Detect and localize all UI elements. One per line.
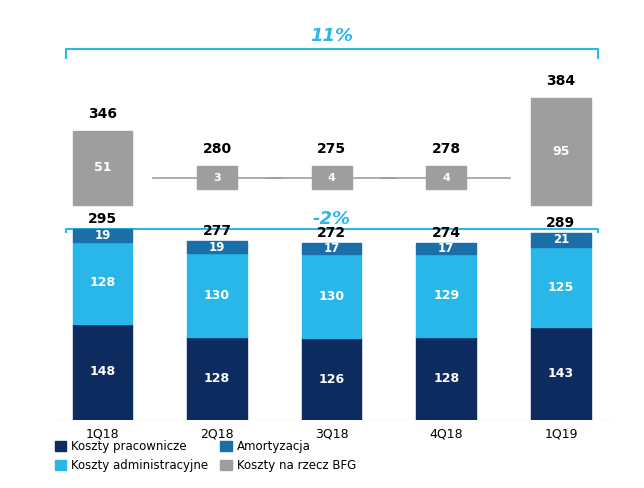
Text: 17: 17 xyxy=(323,243,340,255)
Bar xyxy=(187,337,247,420)
Bar xyxy=(426,166,466,189)
Bar xyxy=(73,242,132,324)
Text: 95: 95 xyxy=(553,145,569,158)
Text: 2Q18: 2Q18 xyxy=(200,427,234,441)
Bar xyxy=(531,247,591,327)
Bar xyxy=(302,254,361,338)
Text: 278: 278 xyxy=(431,142,461,156)
Text: 130: 130 xyxy=(204,288,230,302)
Text: 21: 21 xyxy=(553,233,569,246)
Text: 4: 4 xyxy=(328,173,336,183)
Bar xyxy=(531,327,591,420)
Text: 280: 280 xyxy=(202,142,232,156)
Text: 275: 275 xyxy=(317,142,346,156)
Bar xyxy=(302,338,361,420)
Bar xyxy=(417,337,476,420)
Text: 274: 274 xyxy=(431,225,461,240)
Text: 128: 128 xyxy=(433,372,459,385)
Bar xyxy=(531,233,591,247)
Text: 128: 128 xyxy=(90,276,115,289)
Text: -2%: -2% xyxy=(312,210,351,228)
Text: 4Q18: 4Q18 xyxy=(430,427,463,441)
Text: 384: 384 xyxy=(546,74,576,88)
Text: 128: 128 xyxy=(204,372,230,385)
Text: 125: 125 xyxy=(548,281,574,294)
Text: 17: 17 xyxy=(438,242,455,255)
Bar xyxy=(302,244,361,254)
Text: 3: 3 xyxy=(213,173,221,183)
Legend: Koszty pracownicze, Koszty administracyjne, Amortyzacja, Koszty na rzecz BFG: Koszty pracownicze, Koszty administracyj… xyxy=(50,435,361,477)
Bar xyxy=(197,166,237,189)
Bar xyxy=(187,241,247,253)
Text: 295: 295 xyxy=(88,212,117,226)
Bar xyxy=(73,324,132,420)
Text: 148: 148 xyxy=(90,366,115,378)
Bar xyxy=(531,98,591,205)
Text: 130: 130 xyxy=(319,290,345,303)
Bar xyxy=(73,131,132,205)
Text: 19: 19 xyxy=(94,229,111,242)
Text: 19: 19 xyxy=(209,241,225,254)
Text: 11%: 11% xyxy=(310,27,353,45)
Bar xyxy=(187,253,247,337)
Bar xyxy=(312,166,352,189)
Text: 126: 126 xyxy=(319,372,345,386)
Bar xyxy=(73,229,132,242)
Text: 346: 346 xyxy=(88,107,117,121)
Bar xyxy=(417,243,476,254)
Text: 51: 51 xyxy=(93,162,111,174)
Text: 4: 4 xyxy=(442,173,450,183)
Text: 272: 272 xyxy=(317,226,346,240)
Text: 143: 143 xyxy=(548,367,574,380)
Text: 277: 277 xyxy=(202,224,232,238)
Text: 1Q18: 1Q18 xyxy=(86,427,119,441)
Text: 3Q18: 3Q18 xyxy=(315,427,348,441)
Text: 129: 129 xyxy=(433,289,459,302)
Text: 289: 289 xyxy=(546,216,576,230)
Text: 1Q19: 1Q19 xyxy=(544,427,578,441)
Bar xyxy=(417,254,476,337)
